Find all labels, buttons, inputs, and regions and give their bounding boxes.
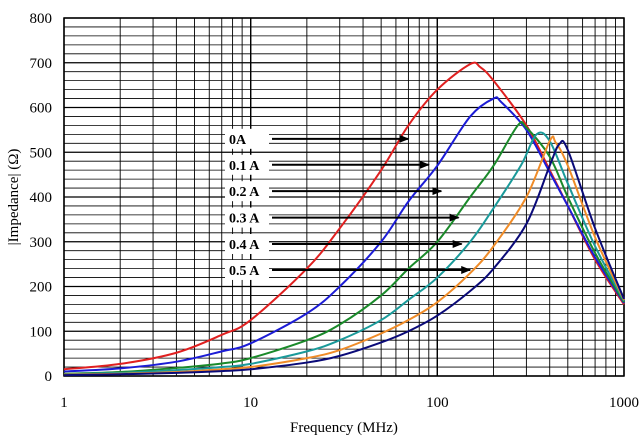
y-tick-labels: 0 100 200 300 400 500 600 700 800	[30, 11, 53, 385]
y-tick-label: 400	[30, 190, 53, 206]
annotation-label-2: 0.2 A	[229, 185, 260, 200]
x-tick-labels: 1 10 100 1000	[60, 395, 639, 411]
annotation-label-4: 0.4 A	[229, 238, 260, 253]
annotation-label-bg-1	[225, 154, 269, 175]
x-axis-label: Frequency (MHz)	[290, 420, 398, 436]
annotation-label-0: 0A	[229, 133, 247, 148]
annotation-label-5: 0.5 A	[229, 264, 260, 279]
series-line-1	[63, 96, 625, 373]
plot-frame	[63, 17, 625, 377]
x-tick-label: 1	[60, 395, 68, 411]
x-tick-label: 10	[243, 395, 258, 411]
x-tick-label: 100	[426, 395, 449, 411]
annotation-label-bg-0	[225, 128, 269, 149]
series-layer	[63, 61, 625, 377]
y-tick-label: 700	[30, 56, 53, 72]
annotation-label-3: 0.3 A	[229, 212, 260, 227]
y-tick-label: 800	[30, 11, 53, 27]
y-tick-label: 0	[45, 369, 53, 385]
annotation-label-bg-3	[225, 207, 269, 228]
y-axis-label: |Impedance| (Ω)	[6, 149, 22, 246]
y-tick-label: 500	[30, 145, 53, 161]
series-line-5	[63, 139, 625, 377]
y-tick-label: 600	[30, 101, 53, 117]
y-tick-label: 200	[30, 280, 53, 296]
annotation-label-bg-4	[225, 233, 269, 254]
y-tick-label: 100	[30, 324, 53, 340]
annotation-label-bg-2	[225, 181, 269, 202]
annotation-label-1: 0.1 A	[229, 159, 260, 174]
y-tick-label: 300	[30, 235, 53, 251]
series-line-3	[63, 131, 625, 376]
annotation-layer: 0A 0.1 A 0.2 A 0.3 A 0.4 A 0.5 A	[225, 128, 472, 280]
series-line-0	[63, 61, 625, 371]
x-tick-label: 1000	[609, 395, 639, 411]
annotation-label-bg-5	[225, 259, 269, 280]
